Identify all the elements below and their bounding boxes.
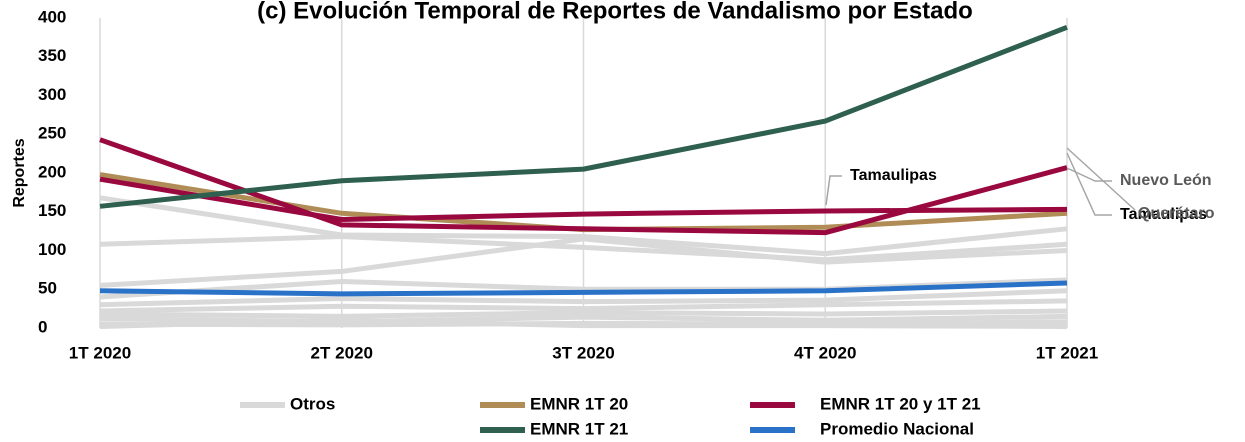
annotation-leader: [825, 175, 842, 206]
legend-label: Otros: [290, 394, 335, 413]
y-tick-label: 400: [38, 7, 66, 26]
legend-label: EMNR 1T 20 y 1T 21: [820, 394, 981, 413]
series-line: [99, 288, 1068, 308]
y-axis-label: Reportes: [11, 138, 28, 207]
series-line: [99, 280, 1068, 297]
annotation: Nuevo León: [1120, 172, 1212, 189]
y-tick-label: 0: [38, 317, 47, 336]
x-tick-label: 1T 2020: [69, 343, 131, 362]
annotation: Tamaulipas: [1120, 206, 1207, 223]
annotation-leader: [1066, 147, 1136, 211]
annotation: Tamaulipas: [850, 167, 937, 184]
y-tick-label: 150: [38, 201, 66, 220]
x-tick-label: 3T 2020: [552, 343, 614, 362]
y-tick-label: 200: [38, 162, 66, 181]
x-tick-label: 4T 2020: [794, 343, 856, 362]
series-line: [99, 308, 1068, 319]
legend-label: Promedio Nacional: [820, 419, 974, 438]
y-tick-label: 300: [38, 85, 66, 104]
legend-label: EMNR 1T 20: [530, 394, 628, 413]
series-line: [99, 176, 1068, 222]
series-line: [99, 234, 1068, 263]
chart-title: (c) Evolución Temporal de Reportes de Va…: [257, 0, 973, 24]
series-line: [99, 236, 1068, 288]
y-tick-label: 350: [38, 46, 66, 65]
x-tick-label: 1T 2021: [1036, 343, 1098, 362]
series-line: [99, 317, 1068, 329]
x-tick-label: 2T 2020: [311, 343, 373, 362]
series-line: [99, 298, 1068, 314]
y-tick-label: 100: [38, 240, 66, 259]
annotation-leader: [1066, 152, 1112, 216]
legend-label: EMNR 1T 21: [530, 419, 628, 438]
annotation: Querétaro: [1138, 205, 1215, 222]
y-tick-label: 50: [38, 279, 57, 298]
series-line: [99, 24, 1068, 209]
annotation-leader: [1066, 167, 1112, 182]
y-tick-label: 250: [38, 124, 66, 143]
